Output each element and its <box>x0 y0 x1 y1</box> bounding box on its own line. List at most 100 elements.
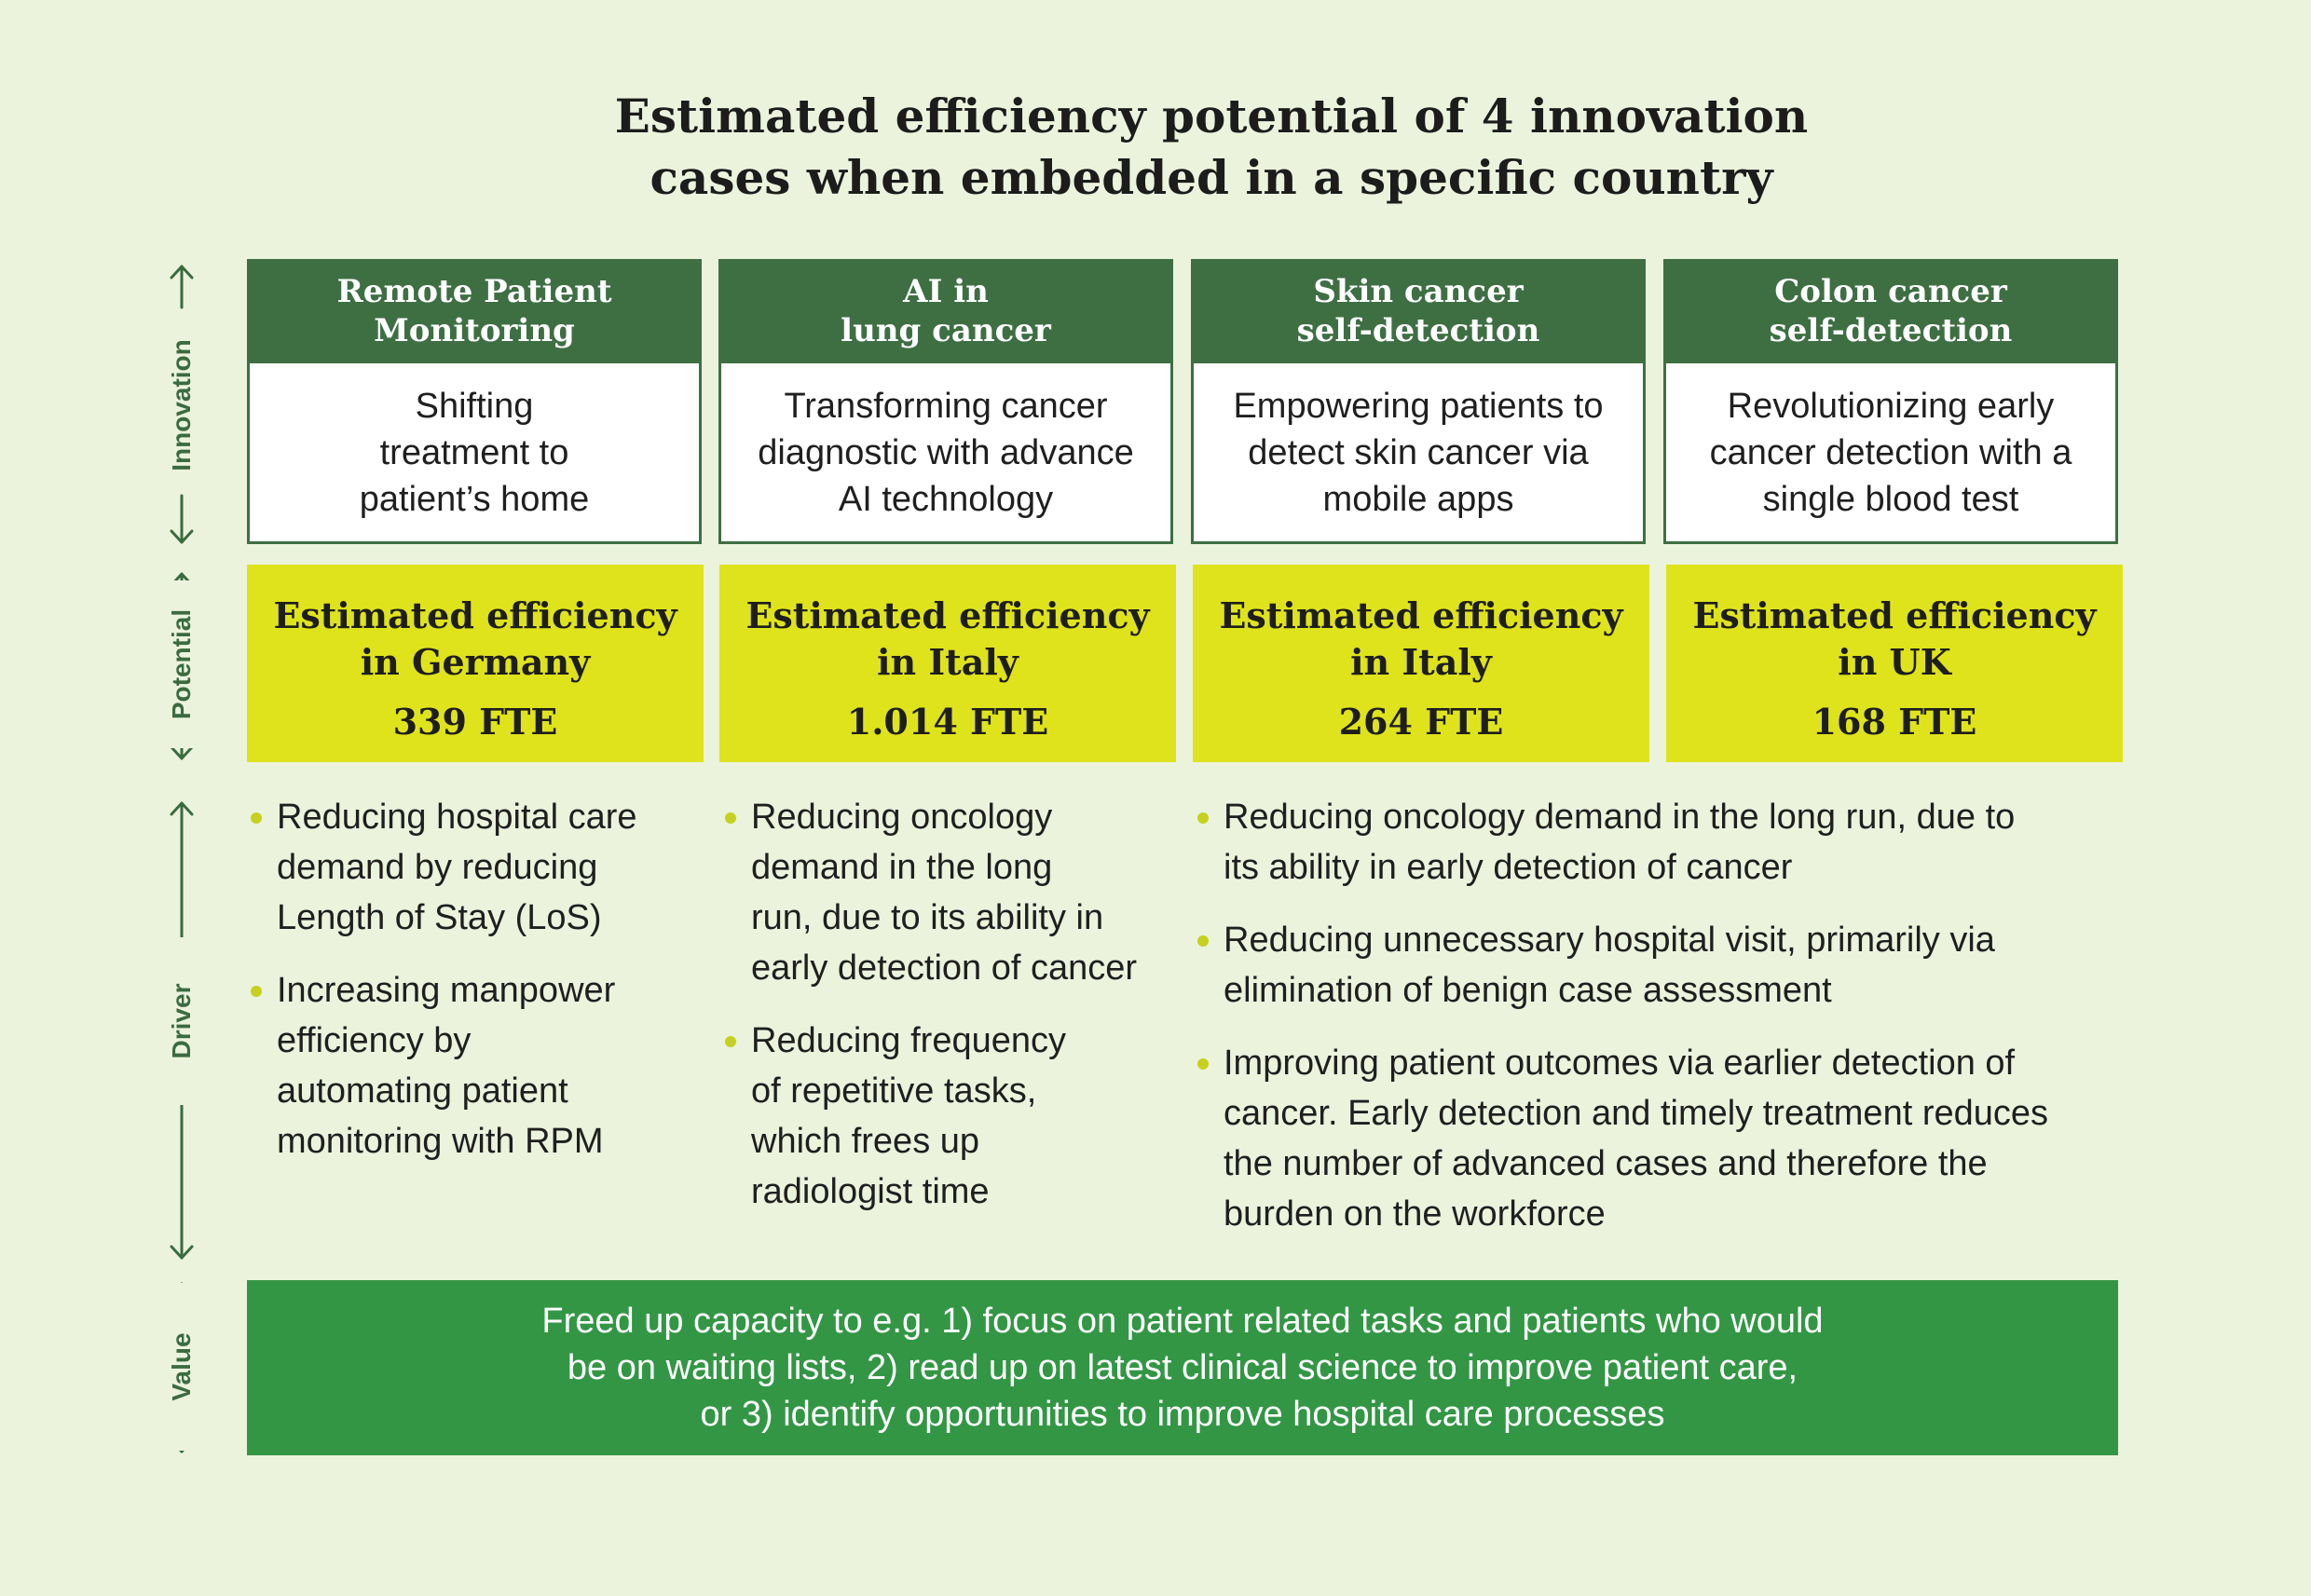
card-description: Shifting treatment to patient’s home <box>247 363 702 544</box>
card-text-line: single blood test <box>1762 479 2019 519</box>
card-title-line: lung cancer <box>841 312 1051 349</box>
driver-line: Improving patient outcomes via earlier d… <box>1224 1044 2016 1083</box>
bullet-dot-icon <box>725 1036 736 1047</box>
driver-line: efficiency by <box>277 1021 472 1060</box>
card-text-line: diagnostic with advance <box>758 432 1134 472</box>
driver-line: Reducing hospital care <box>277 798 637 837</box>
card-header: Colon cancer self-detection <box>1663 259 2118 363</box>
driver-line: the number of advanced cases and therefo… <box>1224 1144 1988 1183</box>
value-line: or 3) identify opportunities to improve … <box>700 1395 1665 1434</box>
axis-label-value: Value <box>167 1283 197 1451</box>
fte-value: 1.014 FTE <box>846 701 1049 743</box>
value-line: Freed up capacity to e.g. 1) focus on pa… <box>541 1302 1824 1341</box>
potential-label-line: in UK <box>1838 641 1951 683</box>
axis-label-driver: Driver <box>167 937 197 1105</box>
card-title-line: Colon cancer <box>1774 273 2007 310</box>
driver-line: monitoring with RPM <box>277 1122 604 1161</box>
card-description: Empowering patients to detect skin cance… <box>1191 363 1646 544</box>
bullet-dot-icon <box>251 986 262 997</box>
potential-label-line: Estimated efficiency <box>273 594 677 636</box>
driver-line: radiologist time <box>751 1172 990 1211</box>
driver-line: which frees up <box>751 1122 980 1161</box>
driver-line: automating patient <box>277 1071 568 1111</box>
card-text-line: patient’s home <box>359 479 590 519</box>
card-text-line: cancer detection with a <box>1709 432 2072 472</box>
chart-title: Estimated efficiency potential of 4 inno… <box>559 86 1864 209</box>
driver-line: cancer. Early detection and timely treat… <box>1224 1094 2049 1133</box>
drivers-cancer-self-detection: Reducing oncology demand in the long run… <box>1196 792 2127 1262</box>
driver-bullet: Reducing oncology demand in the long run… <box>1196 792 2127 893</box>
driver-line: of repetitive tasks, <box>751 1071 1037 1111</box>
card-text-line: mobile apps <box>1322 479 1514 519</box>
driver-line: Length of Stay (LoS) <box>277 898 602 937</box>
innovation-card-colon-cancer: Colon cancer self-detection Revolutioniz… <box>1663 259 2118 544</box>
bullet-dot-icon <box>1197 935 1209 947</box>
card-description: Transforming cancer diagnostic with adva… <box>718 363 1173 544</box>
driver-line: Reducing unnecessary hospital visit, pri… <box>1224 921 1995 960</box>
driver-line: burden on the workforce <box>1224 1194 1606 1234</box>
driver-bullet: Reducing oncology demand in the long run… <box>723 792 1189 993</box>
driver-line: demand by reducing <box>277 848 598 887</box>
card-title-line: self-detection <box>1296 312 1540 349</box>
potential-box-italy-lung: Estimated efficiency in Italy 1.014 FTE <box>719 565 1176 762</box>
card-text-line: Revolutionizing early <box>1727 386 2055 426</box>
potential-label-line: in Italy <box>877 641 1019 683</box>
potential-box-italy-skin: Estimated efficiency in Italy 264 FTE <box>1193 565 1649 762</box>
card-text-line: AI technology <box>838 479 1054 519</box>
potential-label-line: Estimated efficiency <box>1692 594 2097 636</box>
card-title-line: AI in <box>903 273 989 310</box>
driver-line: demand in the long <box>751 848 1053 887</box>
driver-line: run, due to its ability in <box>751 898 1104 937</box>
card-text-line: Shifting <box>415 386 534 426</box>
potential-label-line: Estimated efficiency <box>1219 594 1623 636</box>
card-text-line: detect skin cancer via <box>1248 432 1589 472</box>
potential-box-germany: Estimated efficiency in Germany 339 FTE <box>247 565 704 762</box>
card-header: Remote Patient Monitoring <box>247 259 702 363</box>
driver-line: early detection of cancer <box>751 948 1138 988</box>
potential-box-uk: Estimated efficiency in UK 168 FTE <box>1666 565 2123 762</box>
axis-label-innovation: Innovation <box>167 321 197 489</box>
card-title-line: Monitoring <box>374 312 575 349</box>
value-line: be on waiting lists, 2) read up on lates… <box>567 1348 1798 1387</box>
driver-line: Reducing oncology <box>751 798 1053 837</box>
bullet-dot-icon <box>1197 1058 1209 1070</box>
drivers-rpm: Reducing hospital care demand by reducin… <box>249 792 696 1189</box>
driver-line: Reducing oncology demand in the long run… <box>1224 798 2016 837</box>
driver-line: Increasing manpower <box>277 971 616 1010</box>
card-text-line: treatment to <box>379 432 569 472</box>
axis-label-potential: Potential <box>167 580 197 748</box>
card-header: Skin cancer self-detection <box>1191 259 1646 363</box>
card-text-line: Transforming cancer <box>784 386 1108 426</box>
potential-label-line: in Italy <box>1350 641 1492 683</box>
driver-line: Reducing frequency <box>751 1021 1066 1060</box>
card-header: AI in lung cancer <box>718 259 1173 363</box>
fte-value: 264 FTE <box>1338 701 1504 743</box>
bullet-dot-icon <box>251 812 262 824</box>
potential-label: Estimated efficiency in Italy <box>1193 593 1649 686</box>
innovation-arrow <box>170 265 194 544</box>
potential-label-line: Estimated efficiency <box>745 594 1150 636</box>
bullet-dot-icon <box>725 812 736 824</box>
card-title-line: self-detection <box>1769 312 2013 349</box>
potential-label-line: in Germany <box>360 641 591 683</box>
title-line-2: cases when embedded in a specific countr… <box>650 150 1773 205</box>
potential-label: Estimated efficiency in Germany <box>247 593 704 686</box>
card-title-line: Skin cancer <box>1313 273 1524 310</box>
bullet-dot-icon <box>1197 812 1209 824</box>
drivers-ai-lung: Reducing oncology demand in the long run… <box>723 792 1189 1239</box>
innovation-card-rpm: Remote Patient Monitoring Shifting treat… <box>247 259 702 544</box>
driver-bullet: Reducing frequency of repetitive tasks, … <box>723 1016 1189 1217</box>
driver-bullet: Improving patient outcomes via earlier d… <box>1196 1038 2127 1239</box>
fte-value: 168 FTE <box>1812 701 1977 743</box>
value-banner: Freed up capacity to e.g. 1) focus on pa… <box>247 1280 2118 1455</box>
potential-label: Estimated efficiency in UK <box>1666 593 2123 686</box>
innovation-card-skin-cancer: Skin cancer self-detection Empowering pa… <box>1191 259 1646 544</box>
fte-value: 339 FTE <box>392 701 558 743</box>
potential-label: Estimated efficiency in Italy <box>719 593 1176 686</box>
driver-arrow <box>170 801 194 1260</box>
card-title-line: Remote Patient <box>336 273 612 310</box>
card-description: Revolutionizing early cancer detection w… <box>1663 363 2118 544</box>
driver-bullet: Reducing hospital care demand by reducin… <box>249 792 696 943</box>
innovation-card-ai-lung: AI in lung cancer Transforming cancer di… <box>718 259 1173 544</box>
driver-line: its ability in early detection of cancer <box>1224 848 1793 887</box>
